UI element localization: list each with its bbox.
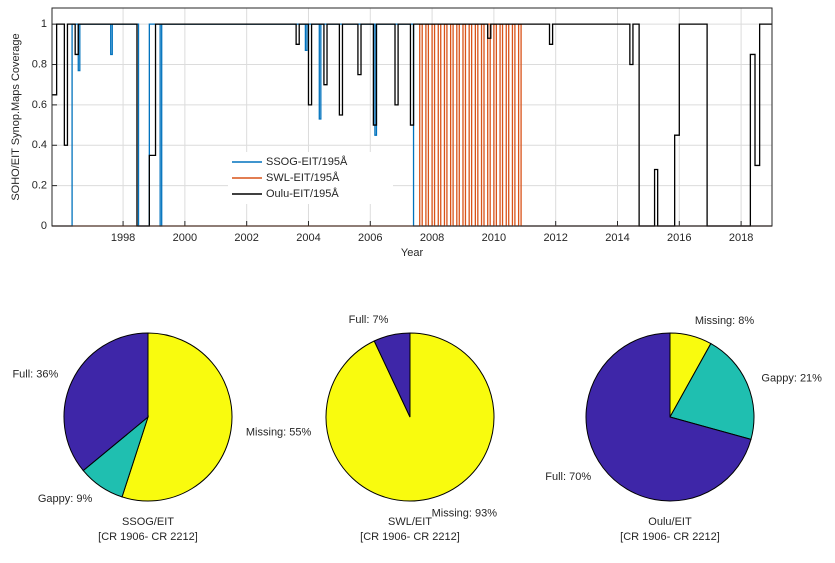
plot-area (52, 8, 772, 226)
x-tick-label: 2016 (667, 232, 691, 244)
slice-label: Missing: 55% (246, 426, 312, 438)
x-tick-label: 2018 (729, 232, 753, 244)
pie-subtitle: [CR 1906- CR 2212] (620, 531, 720, 543)
pie-title: SWL/EIT (388, 516, 432, 528)
legend-label: Oulu-EIT/195Å (266, 187, 339, 200)
x-tick-label: 2004 (296, 232, 320, 244)
y-tick-label: 1 (41, 18, 47, 30)
x-tick-label: 2014 (605, 232, 629, 244)
pie-slice (585, 332, 752, 502)
pie-slice (373, 332, 411, 418)
x-tick-label: 2002 (234, 232, 258, 244)
slice-label: Full: 36% (12, 369, 58, 381)
legend-label: SSOG-EIT/195Å (266, 155, 348, 168)
pie-subtitle: [CR 1906- CR 2212] (98, 531, 198, 543)
pie-slice (63, 332, 149, 472)
slice-label: Gappy: 9% (38, 493, 93, 505)
slice-label: Missing: 93% (432, 508, 498, 520)
pie-subtitle: [CR 1906- CR 2212] (360, 531, 460, 543)
x-tick-label: 2012 (543, 232, 567, 244)
pie-title: SSOG/EIT (122, 516, 174, 528)
slice-label: Full: 70% (545, 471, 591, 483)
x-tick-label: 2008 (420, 232, 444, 244)
x-axis-label: Year (401, 247, 424, 259)
slice-label: Gappy: 21% (761, 373, 822, 385)
y-tick-label: 0.2 (32, 180, 47, 192)
x-tick-label: 1998 (111, 232, 135, 244)
plot-frame (51, 7, 773, 227)
slice-label: Full: 7% (349, 314, 389, 326)
x-tick-label: 2000 (173, 232, 197, 244)
y-axis-label: SOHO/EIT Synop.Maps Coverage (10, 33, 22, 200)
pie-slice (669, 342, 755, 440)
legend-label: SWL-EIT/195Å (266, 171, 340, 184)
x-tick-label: 2006 (358, 232, 382, 244)
pie-slice (121, 332, 233, 502)
slice-label: Missing: 8% (695, 315, 755, 327)
x-tick-label: 2010 (482, 232, 506, 244)
y-tick-label: 0.8 (32, 58, 47, 70)
y-tick-label: 0.4 (32, 139, 47, 151)
y-tick-label: 0 (41, 220, 47, 232)
series-line (52, 23, 772, 227)
pie-title: Oulu/EIT (648, 516, 692, 528)
y-tick-label: 0.6 (32, 99, 47, 111)
